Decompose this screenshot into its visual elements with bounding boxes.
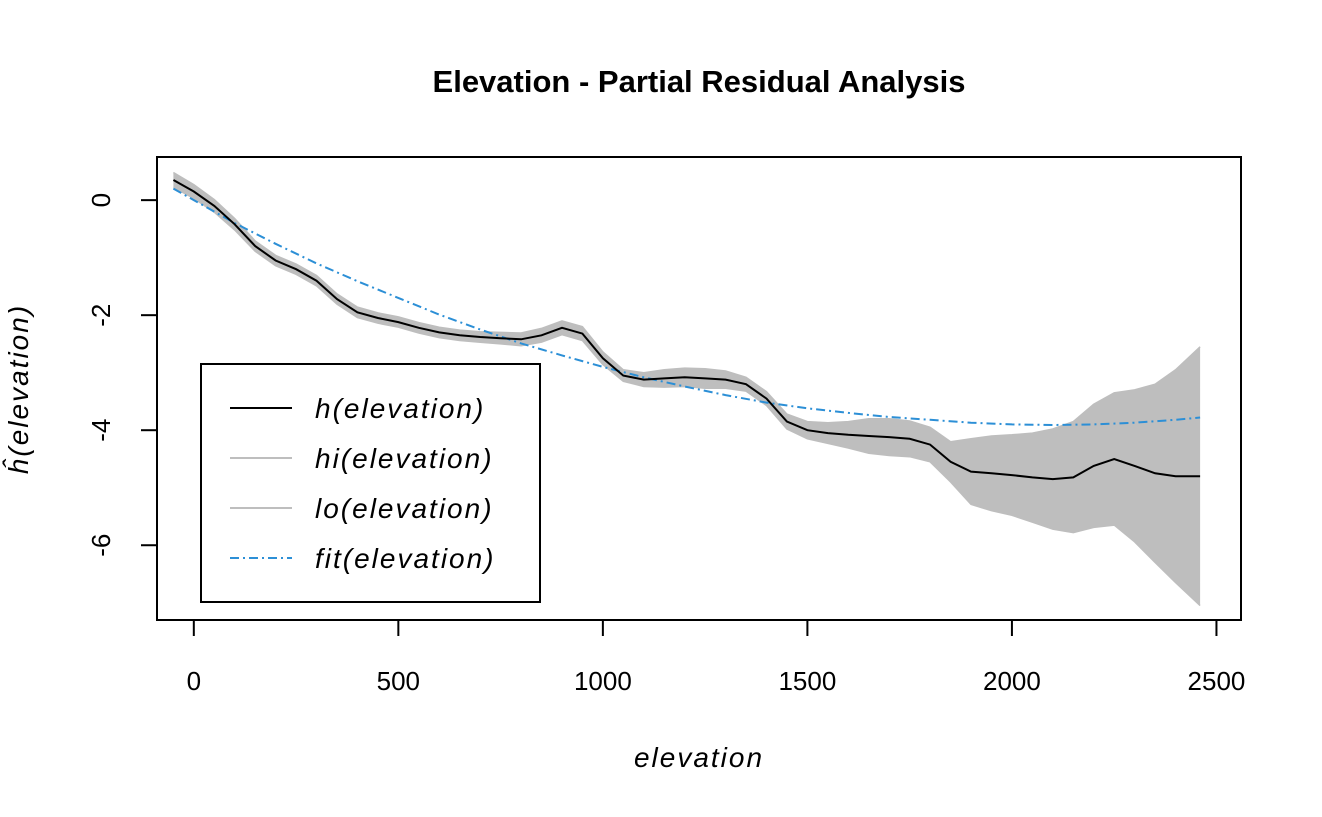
series-line-hi [173,171,1201,443]
y-axis: 0 -2 -4 -6 [86,193,158,557]
legend-box [200,363,541,603]
series-line-lo [173,186,1201,607]
x-tick-label: 2000 [983,666,1041,696]
legend-entry-label: lo(elevation) [315,493,494,524]
series-line-fit [172,187,1201,427]
x-axis-label: elevation [634,742,764,773]
chart-title: Elevation - Partial Residual Analysis [433,64,966,99]
y-tick-label: 0 [86,193,116,207]
y-tick-label: -4 [86,419,116,442]
x-tick-label: 0 [187,666,201,696]
legend-entry-label: hi(elevation) [315,443,494,474]
legend: h(elevation) hi(elevation) lo(elevation) fi… [200,363,541,603]
series-line-h [172,179,1201,481]
x-tick-label: 1500 [778,666,836,696]
y-axis-label: ĥ(elevation) [2,304,34,474]
plot-area [172,171,1201,607]
x-tick-label: 2500 [1188,666,1246,696]
y-tick-label: -6 [86,534,116,557]
legend-entry-label: h(elevation) [315,393,485,424]
x-axis: 0 500 1000 1500 2000 2500 [187,619,1246,696]
x-tick-label: 1000 [574,666,632,696]
x-tick-label: 500 [377,666,420,696]
legend-entry-label: fit(elevation) [315,543,496,574]
y-tick-label: -2 [86,304,116,327]
